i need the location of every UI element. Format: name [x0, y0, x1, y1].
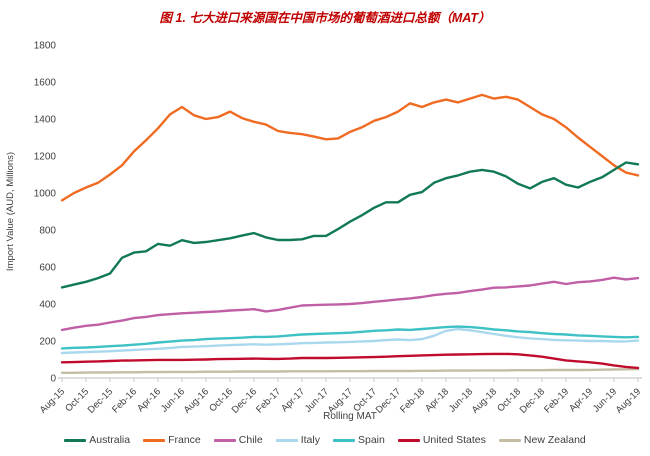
- x-tick-label: Aug-18: [470, 386, 499, 415]
- legend-swatch: [332, 438, 355, 442]
- legend-label: Spain: [357, 434, 385, 446]
- legend-swatch: [275, 438, 298, 442]
- y-axis-title: Import Value (AUD, Millions): [5, 152, 16, 271]
- legend-item-united-states: United States: [397, 434, 486, 446]
- y-tick-label: 800: [39, 226, 56, 237]
- legend-item-italy: Italy: [275, 434, 320, 446]
- series-line-chile: [60, 276, 640, 332]
- x-tick-label: Dec-15: [86, 386, 115, 415]
- chart-title: 图 1. 七大进口来源国在中国市场的葡萄酒进口总额（MAT）: [159, 11, 491, 25]
- x-tick-label: Apr-17: [279, 386, 307, 414]
- series-line-france: [60, 93, 640, 202]
- legend-item-new-zealand: New Zealand: [498, 434, 586, 446]
- series-line-united-states: [60, 352, 640, 370]
- legend-swatch: [213, 438, 236, 442]
- y-tick-label: 400: [39, 300, 56, 311]
- legend-label: United States: [422, 434, 486, 446]
- series-line-italy: [60, 327, 640, 355]
- y-tick-label: 1400: [34, 115, 57, 126]
- legend-label: Australia: [89, 434, 131, 446]
- series-line-spain: [60, 325, 640, 350]
- x-tick-label: Aug-19: [614, 386, 643, 415]
- x-tick-label: Apr-16: [135, 386, 163, 414]
- y-tick-label: 0: [50, 374, 56, 385]
- legend-item-australia: Australia: [64, 434, 130, 446]
- y-tick-label: 1000: [34, 189, 57, 200]
- y-tick-label: 1600: [34, 78, 57, 89]
- legend-label: Chile: [238, 434, 263, 446]
- x-tick-label: Apr-19: [567, 386, 595, 414]
- x-tick-label: Dec-17: [374, 386, 403, 415]
- x-tick-label: Aug-16: [182, 386, 211, 415]
- chart-legend: Australia France Chile Italy Spain United Sta…: [0, 434, 650, 446]
- y-tick-label: 600: [39, 263, 56, 274]
- x-tick-label: Dec-16: [230, 386, 259, 415]
- legend-swatch: [498, 438, 521, 442]
- x-tick-label: Feb-18: [398, 386, 427, 415]
- legend-item-chile: Chile: [213, 434, 263, 446]
- x-axis-title: Rolling MAT: [323, 411, 377, 422]
- legend-item-spain: Spain: [332, 434, 385, 446]
- series-line-new-zealand: [60, 367, 640, 374]
- line-chart-canvas: 0 200 400 600 800 1000 1200 1400 1600 1800 Import …: [5, 41, 643, 423]
- y-tick-label: 1800: [34, 41, 57, 52]
- legend-swatch: [64, 438, 87, 442]
- x-tick-label: Feb-16: [110, 386, 139, 415]
- legend-swatch: [143, 438, 166, 442]
- x-tick-label: Dec-18: [518, 386, 547, 415]
- x-tick-label: Apr-18: [423, 386, 451, 414]
- legend-item-france: France: [143, 434, 201, 446]
- series-line-australia: [60, 161, 640, 289]
- x-tick-label: Feb-17: [254, 386, 283, 415]
- x-tick-label: Feb-19: [542, 386, 571, 415]
- legend-label: Italy: [300, 434, 320, 446]
- legend-label: New Zealand: [523, 434, 586, 446]
- legend-swatch: [397, 438, 420, 442]
- y-tick-label: 200: [39, 337, 56, 348]
- legend-label: France: [168, 434, 201, 446]
- y-tick-label: 1200: [34, 152, 57, 163]
- x-tick-label: Aug-15: [38, 386, 67, 415]
